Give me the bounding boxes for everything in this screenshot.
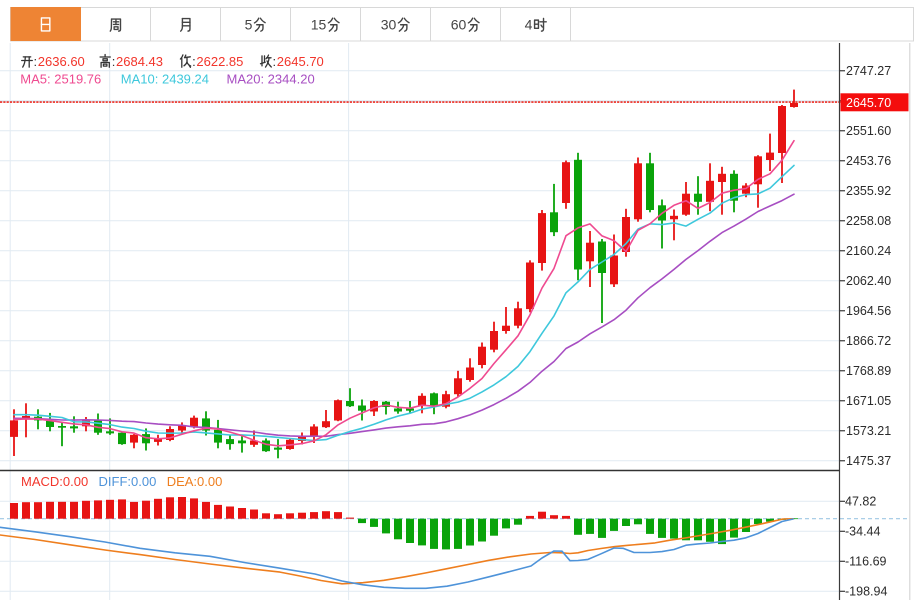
svg-text:-116.69: -116.69 xyxy=(845,555,887,569)
svg-text:1573.21: 1573.21 xyxy=(846,424,891,438)
svg-text:30: 30 xyxy=(381,17,397,33)
svg-text:MA10: 2439.24: MA10: 2439.24 xyxy=(121,71,209,86)
svg-text::: : xyxy=(273,54,277,69)
svg-text:2636.60: 2636.60 xyxy=(38,54,85,69)
svg-text:15: 15 xyxy=(311,17,327,33)
svg-text:2453.76: 2453.76 xyxy=(846,154,891,168)
svg-text::: : xyxy=(34,54,38,69)
svg-text:1475.37: 1475.37 xyxy=(846,454,891,468)
svg-text:4: 4 xyxy=(525,17,533,33)
svg-text:2551.60: 2551.60 xyxy=(846,124,891,138)
svg-text:-198.94: -198.94 xyxy=(845,585,887,599)
svg-text:MACD:0.00: MACD:0.00 xyxy=(21,474,88,489)
svg-text:2355.92: 2355.92 xyxy=(846,184,891,198)
svg-text:1964.56: 1964.56 xyxy=(846,304,891,318)
svg-text:DEA:0.00: DEA:0.00 xyxy=(167,474,223,489)
svg-text:2645.70: 2645.70 xyxy=(846,96,891,110)
svg-text:2258.08: 2258.08 xyxy=(846,214,891,228)
svg-text:2160.24: 2160.24 xyxy=(846,244,891,258)
svg-text::: : xyxy=(112,54,116,69)
svg-text:-34.44: -34.44 xyxy=(845,525,880,539)
svg-text:DIFF:0.00: DIFF:0.00 xyxy=(99,474,157,489)
svg-text:2645.70: 2645.70 xyxy=(277,54,324,69)
svg-text:2062.40: 2062.40 xyxy=(846,274,891,288)
svg-text:1866.72: 1866.72 xyxy=(846,334,891,348)
svg-text:1768.89: 1768.89 xyxy=(846,364,891,378)
svg-text:60: 60 xyxy=(451,17,467,33)
svg-text:47.82: 47.82 xyxy=(845,495,876,509)
svg-text:MA20: 2344.20: MA20: 2344.20 xyxy=(227,71,315,86)
svg-text:2622.85: 2622.85 xyxy=(196,54,243,69)
svg-text:2747.27: 2747.27 xyxy=(846,64,891,78)
svg-text::: : xyxy=(192,54,196,69)
svg-text:5: 5 xyxy=(245,17,253,33)
svg-text:1671.05: 1671.05 xyxy=(846,394,891,408)
svg-text:MA5: 2519.76: MA5: 2519.76 xyxy=(20,71,101,86)
svg-text:2684.43: 2684.43 xyxy=(116,54,163,69)
